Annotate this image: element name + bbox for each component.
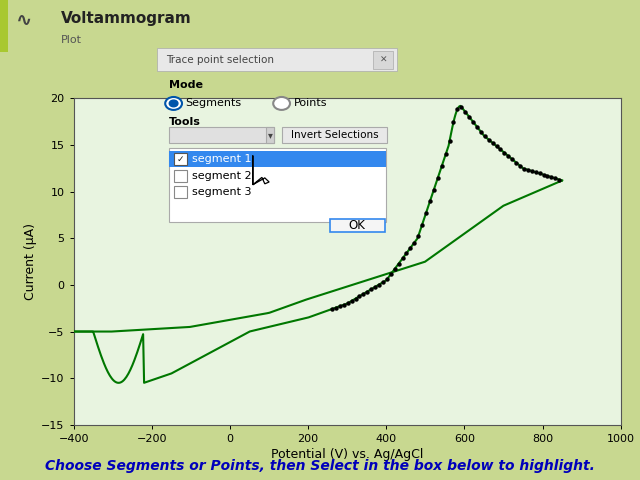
Circle shape [170,100,178,107]
Text: Voltammogram: Voltammogram [61,11,191,25]
Text: Plot: Plot [61,36,82,46]
Text: ✓: ✓ [177,155,184,164]
FancyBboxPatch shape [173,170,187,182]
FancyBboxPatch shape [330,219,385,232]
Text: ∿: ∿ [16,11,33,30]
FancyBboxPatch shape [372,51,393,69]
Text: Points: Points [294,98,327,108]
Text: Invert Selections: Invert Selections [291,130,378,140]
FancyBboxPatch shape [157,48,397,71]
Circle shape [165,97,182,110]
Text: segment 2: segment 2 [191,171,252,181]
Text: segment 3: segment 3 [191,187,251,197]
FancyBboxPatch shape [169,152,386,167]
Text: Tools: Tools [169,117,201,127]
Text: Choose Segments or Points, then Select in the box below to highlight.: Choose Segments or Points, then Select i… [45,458,595,473]
FancyBboxPatch shape [282,127,387,143]
Y-axis label: Current (μA): Current (μA) [24,223,37,300]
Text: Mode: Mode [169,80,203,90]
Text: ▾: ▾ [268,130,273,140]
FancyBboxPatch shape [0,0,8,52]
FancyBboxPatch shape [266,127,275,143]
Circle shape [273,97,290,110]
FancyBboxPatch shape [173,186,187,198]
FancyBboxPatch shape [173,153,187,165]
Text: Trace point selection: Trace point selection [166,55,275,65]
Text: Segments: Segments [186,98,242,108]
FancyBboxPatch shape [169,148,386,222]
Text: segment 1: segment 1 [191,154,251,164]
Text: OK: OK [349,219,365,232]
Text: ✕: ✕ [380,56,387,64]
X-axis label: Potential (V) vs. Ag/AgCl: Potential (V) vs. Ag/AgCl [271,448,424,461]
FancyBboxPatch shape [169,127,275,143]
